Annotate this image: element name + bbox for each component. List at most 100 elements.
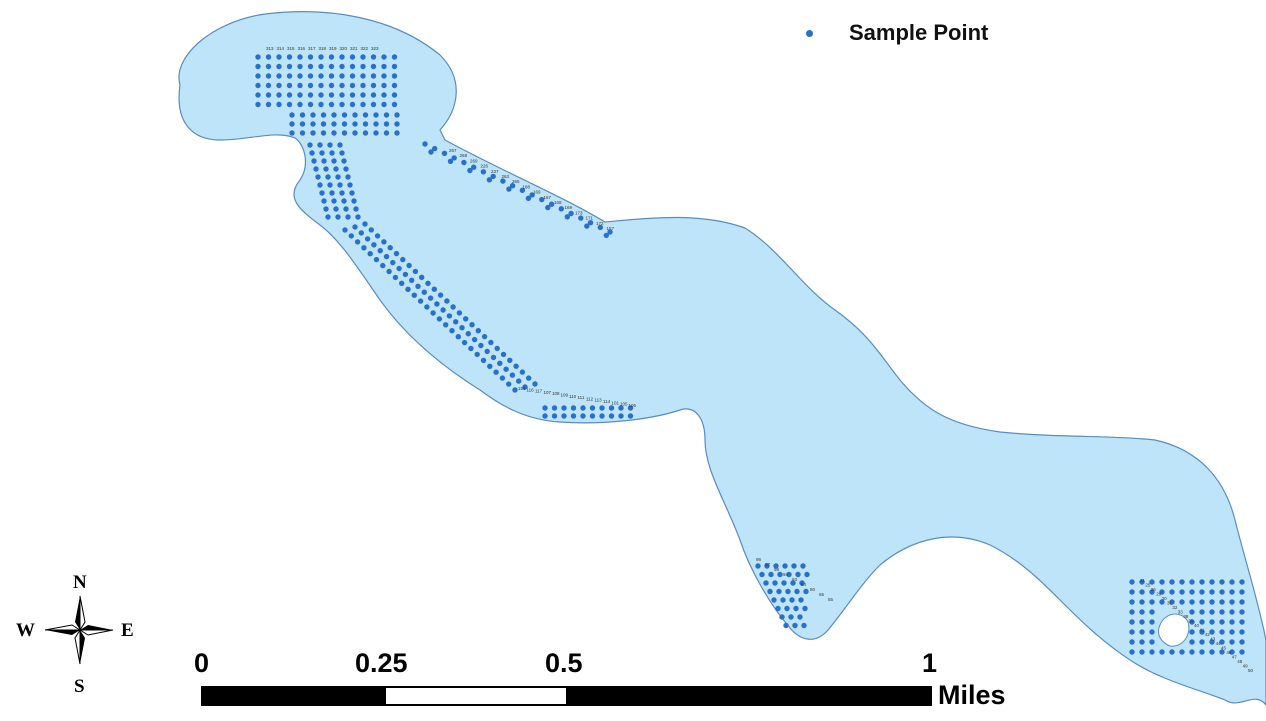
sample-point <box>381 54 387 60</box>
sample-point <box>773 563 779 569</box>
sample-point <box>782 563 788 569</box>
sample-point <box>1229 619 1235 625</box>
sample-point <box>412 268 419 275</box>
sample-point <box>318 54 324 60</box>
sample-point-label: 268 <box>460 153 468 158</box>
sample-point <box>339 150 345 156</box>
sample-point <box>286 92 293 98</box>
sample-point <box>370 73 377 79</box>
sample-point <box>327 142 333 148</box>
sample-point <box>364 236 371 242</box>
sample-point <box>465 331 471 337</box>
sample-point <box>1229 609 1235 615</box>
sample-point <box>1169 579 1175 585</box>
sample-point <box>1169 589 1175 595</box>
sample-point <box>289 112 295 118</box>
sample-point <box>1209 589 1215 595</box>
sample-point <box>299 121 306 127</box>
sample-point <box>362 121 369 127</box>
sample-point-label: 322 <box>361 46 369 51</box>
sample-point <box>333 206 339 212</box>
sample-point-label: 32 <box>1172 605 1178 610</box>
sample-point <box>297 92 303 98</box>
sample-point <box>1199 619 1205 625</box>
sample-point <box>255 73 261 79</box>
sample-point <box>570 413 577 419</box>
sample-point <box>321 158 327 164</box>
sample-point <box>276 63 282 70</box>
sample-point <box>309 150 315 156</box>
sample-point-label: 105 <box>620 402 628 407</box>
sample-point <box>328 82 335 89</box>
sample-point <box>343 166 349 172</box>
sample-point <box>339 73 345 79</box>
sample-point <box>788 614 794 620</box>
sample-point <box>370 54 377 60</box>
sample-point <box>297 73 303 79</box>
sample-point <box>370 101 377 108</box>
sample-point-label: 65 <box>819 592 825 597</box>
scale-tick-025: 0.25 <box>355 648 408 678</box>
sample-point <box>373 112 379 118</box>
sample-point <box>370 63 377 70</box>
sample-point <box>597 224 603 231</box>
sample-point <box>381 101 387 108</box>
sample-point <box>443 322 449 328</box>
compass-north-label: N <box>73 572 87 593</box>
sample-point-label: 38 <box>1183 614 1189 619</box>
sample-point <box>1129 629 1135 635</box>
sample-point <box>373 256 380 263</box>
sample-point <box>587 220 594 226</box>
sample-point <box>255 92 261 98</box>
sample-point-label: 108 <box>552 391 560 396</box>
sample-point <box>434 301 440 307</box>
sample-point <box>381 82 387 89</box>
sample-point <box>339 101 345 108</box>
sample-point <box>542 405 548 411</box>
sample-point <box>352 112 358 118</box>
sample-point-label: 45 <box>1221 646 1227 651</box>
sample-point <box>627 405 634 411</box>
sample-point <box>461 339 468 346</box>
sample-point <box>331 121 337 127</box>
sample-point <box>513 363 519 369</box>
sample-point <box>371 242 377 248</box>
sample-point <box>522 384 528 390</box>
sample-point <box>1189 589 1195 595</box>
sample-point <box>393 250 400 257</box>
sample-point <box>767 588 773 595</box>
sample-point <box>370 92 377 98</box>
sample-point-label: 173 <box>575 210 583 215</box>
sample-point <box>343 206 349 212</box>
sample-point <box>360 73 366 79</box>
sample-point <box>307 101 314 108</box>
sample-point <box>1139 649 1145 655</box>
sample-point <box>345 174 351 180</box>
sample-point-label: 40 <box>1194 623 1200 628</box>
sample-point <box>790 580 796 586</box>
sample-point-legend-icon <box>806 29 813 37</box>
sample-point <box>307 82 314 89</box>
sample-point <box>1199 649 1205 655</box>
sample-point <box>276 101 282 108</box>
sample-point <box>1219 609 1225 615</box>
sample-point <box>494 345 500 352</box>
sample-point <box>339 63 345 70</box>
sample-point <box>519 187 526 193</box>
compass-east-label: E <box>121 620 134 641</box>
sample-point <box>325 174 331 180</box>
sample-point <box>794 588 800 595</box>
sample-point <box>459 325 465 331</box>
sample-point <box>327 182 333 188</box>
sample-point <box>500 351 507 358</box>
sample-point <box>506 381 512 387</box>
sample-point <box>532 381 538 387</box>
sample-point <box>431 286 437 292</box>
sample-point <box>1179 649 1185 655</box>
sample-point <box>360 92 366 98</box>
sample-point <box>328 63 335 70</box>
sample-point <box>467 167 473 174</box>
sample-point <box>437 292 444 298</box>
sample-point <box>329 190 335 196</box>
sample-point <box>360 54 366 60</box>
